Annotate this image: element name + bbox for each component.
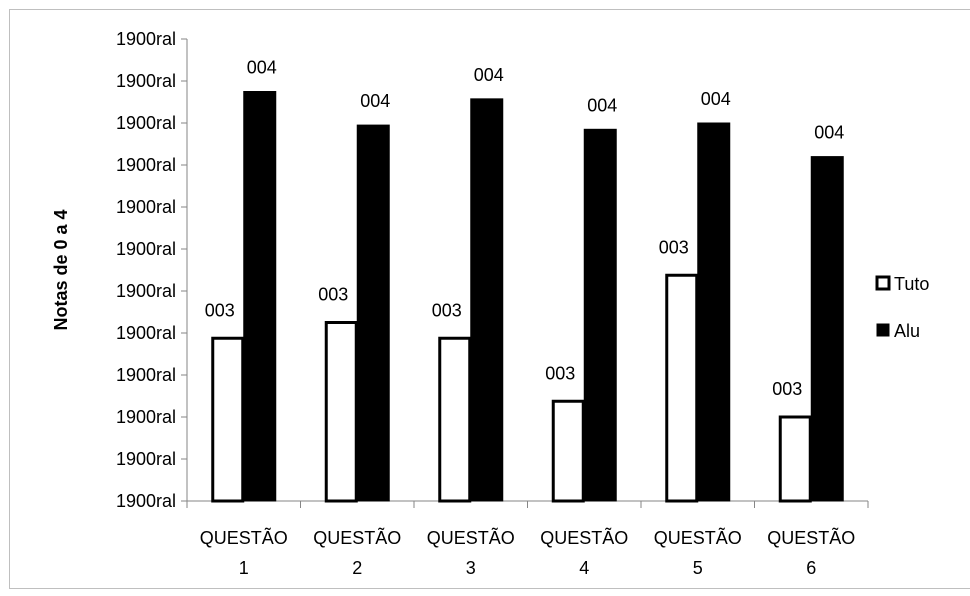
- data-label: 004: [247, 58, 277, 78]
- y-tick-label: 1900ral: [116, 449, 176, 469]
- bar-alu: [470, 98, 504, 502]
- bar-alu: [810, 156, 844, 502]
- bar-alu: [583, 128, 617, 502]
- data-label: 003: [318, 285, 348, 305]
- legend: Tuto Alu: [875, 274, 929, 341]
- data-label: 004: [814, 123, 844, 143]
- data-label: 004: [360, 91, 390, 111]
- bar-tuto: [551, 399, 585, 503]
- data-label: 003: [772, 379, 802, 399]
- bar-tuto: [211, 336, 245, 503]
- y-tick-label: 1900ral: [116, 155, 176, 175]
- x-axis: QUESTÃO 1 QUESTÃO 2 QUESTÃO 3 QUESTÃO 4 QUESTÃO 5…: [186, 500, 869, 578]
- legend-label: Alu: [894, 321, 920, 341]
- x-tick-label: 5: [693, 558, 703, 578]
- x-tick-label: 2: [352, 558, 362, 578]
- y-tick-label: 1900ral: [116, 113, 176, 133]
- data-labels: 003 003 003 003 003 003 004 004 004 004 004 004: [205, 58, 845, 400]
- bar-alu: [243, 91, 277, 502]
- legend-swatch-tuto: [875, 275, 891, 291]
- y-tick-label: 1900ral: [116, 29, 176, 49]
- x-tick-label: QUESTÃO: [767, 527, 855, 548]
- y-tick-label: 1900ral: [116, 323, 176, 343]
- bar-tuto: [324, 321, 358, 503]
- data-label: 004: [474, 65, 504, 85]
- y-axis: 1900ral 1900ral 1900ral 1900ral 1900ral 1900r…: [116, 29, 188, 511]
- x-tick-label: QUESTÃO: [540, 527, 628, 548]
- bar-alu: [697, 122, 731, 502]
- data-label: 004: [701, 89, 731, 109]
- legend-swatch-alu: [876, 323, 890, 337]
- y-axis-title: Notas de 0 a 4: [51, 209, 71, 330]
- y-tick-label: 1900ral: [116, 71, 176, 91]
- data-label: 003: [545, 363, 575, 383]
- bar-alu: [356, 124, 390, 502]
- y-tick-label: 1900ral: [116, 491, 176, 511]
- x-tick-label: 3: [466, 558, 476, 578]
- bar-tuto: [438, 336, 472, 503]
- legend-label: Tuto: [894, 274, 929, 294]
- x-tick-label: QUESTÃO: [313, 527, 401, 548]
- x-tick-label: QUESTÃO: [427, 527, 515, 548]
- x-tick-label: QUESTÃO: [654, 527, 742, 548]
- y-tick-label: 1900ral: [116, 365, 176, 385]
- bar-tuto: [665, 273, 699, 503]
- y-tick-label: 1900ral: [116, 197, 176, 217]
- x-tick-label: QUESTÃO: [200, 527, 288, 548]
- y-tick-label: 1900ral: [116, 407, 176, 427]
- y-tick-label: 1900ral: [116, 281, 176, 301]
- x-tick-label: 4: [579, 558, 589, 578]
- data-label: 004: [587, 95, 617, 115]
- bars: [211, 91, 844, 503]
- data-label: 003: [205, 300, 235, 320]
- y-tick-label: 1900ral: [116, 239, 176, 259]
- data-label: 003: [432, 300, 462, 320]
- x-tick-label: 1: [239, 558, 249, 578]
- data-label: 003: [659, 237, 689, 257]
- x-tick-label: 6: [806, 558, 816, 578]
- bar-tuto: [778, 415, 812, 503]
